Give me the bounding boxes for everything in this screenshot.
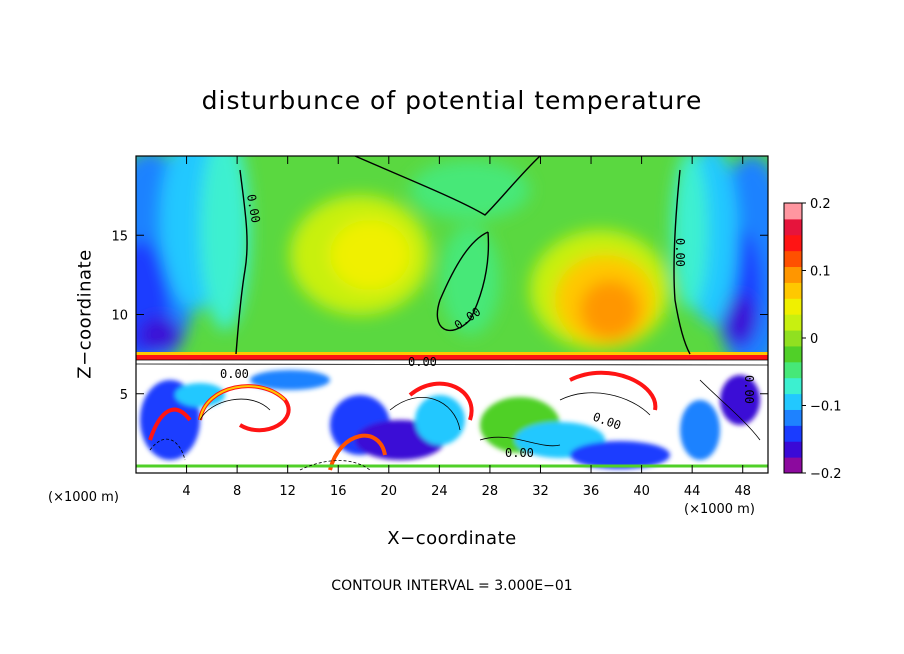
contour-interval-note: CONTOUR INTERVAL = 3.000E−01 — [331, 578, 573, 594]
x-tick-label: 32 — [532, 484, 549, 499]
colorbar-swatch — [784, 266, 802, 283]
colorbar-swatch — [784, 345, 802, 363]
contour-label: 0.00 — [244, 193, 263, 224]
x-tick-label: 20 — [381, 484, 398, 499]
x-tick-label: 12 — [279, 484, 296, 499]
colorbar-swatch — [784, 409, 802, 426]
chart-title: disturbunce of potential temperature — [201, 86, 703, 115]
x-tick-label: 28 — [482, 484, 499, 499]
colorbar-swatch — [784, 377, 802, 395]
contour-label: 0.00 — [742, 375, 756, 404]
x-axis-ticks: 4 8 12 16 20 24 28 32 36 40 44 48 — [182, 156, 751, 499]
x-unit-left: (×1000 m) — [48, 490, 119, 505]
x-unit-right: (×1000 m) — [684, 502, 755, 517]
colorbar-swatch — [784, 218, 802, 236]
contour-label: 0.00 — [505, 446, 534, 460]
x-tick-label: 16 — [330, 484, 347, 499]
y-axis-ticks: 5 10 15 — [111, 229, 768, 403]
x-tick-label: 8 — [233, 484, 241, 499]
x-tick-label: 4 — [182, 484, 190, 499]
colorbar-swatch — [784, 298, 802, 315]
y-tick-label: 10 — [111, 309, 128, 324]
colorbar-swatch — [784, 441, 802, 458]
colorbar-swatch — [784, 314, 802, 331]
x-tick-label: 44 — [684, 484, 701, 499]
colorbar-swatch — [784, 393, 802, 410]
colorbar-tick-label: −0.2 — [810, 467, 842, 482]
contour-label: 0.00 — [220, 367, 249, 381]
colorbar-swatch — [784, 361, 802, 379]
y-axis-label: Z−coordinate — [74, 249, 96, 379]
colorbar-swatch — [784, 203, 802, 220]
contour-label: 0.00 — [673, 238, 687, 267]
colorbar-tick-label: 0.1 — [810, 265, 831, 280]
colorbar-swatch — [784, 234, 802, 252]
colorbar: 0.2 0.1 0 −0.1 −0.2 — [783, 197, 842, 482]
heatmap-field — [136, 156, 768, 473]
x-tick-label: 24 — [431, 484, 448, 499]
colorbar-swatch — [784, 457, 802, 474]
colorbar-tick-label: −0.1 — [810, 400, 842, 415]
x-tick-label: 36 — [583, 484, 600, 499]
contour-labels: 0.00 0.00 0.00 0.00 0.00 0.00 0.00 0.00 — [220, 193, 756, 460]
x-axis-label: X−coordinate — [387, 528, 517, 549]
y-tick-label: 15 — [111, 229, 128, 244]
contour-label: 0.00 — [408, 355, 437, 369]
x-tick-label: 48 — [734, 484, 751, 499]
x-tick-label: 40 — [633, 484, 650, 499]
colorbar-swatch — [784, 250, 802, 268]
colorbar-swatch — [784, 330, 802, 347]
colorbar-tick-label: 0.2 — [810, 197, 831, 212]
colorbar-swatch — [784, 282, 802, 299]
colorbar-tick-label: 0 — [810, 332, 818, 347]
colorbar-swatch — [784, 425, 802, 442]
y-tick-label: 5 — [120, 388, 128, 403]
